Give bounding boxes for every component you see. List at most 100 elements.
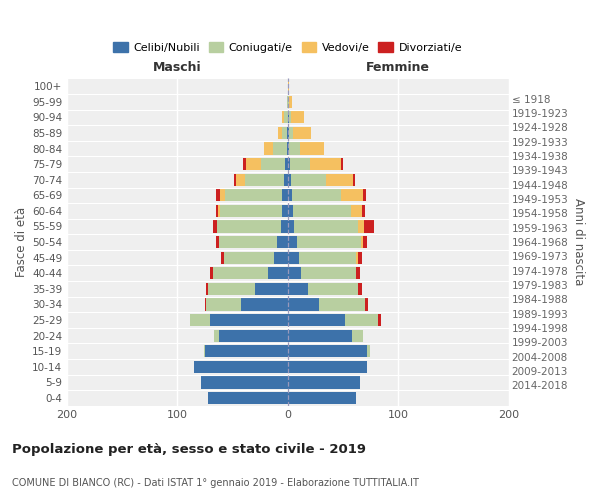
Bar [219,236,277,248]
Bar [194,361,287,373]
Text: Maschi: Maschi [153,60,202,74]
Bar [362,205,365,217]
Bar [212,220,217,232]
Bar [278,127,282,139]
Bar [289,127,293,139]
Bar [205,298,206,310]
Bar [265,142,274,154]
Bar [358,283,362,295]
Bar [310,158,341,170]
Bar [206,298,241,310]
Bar [291,111,304,124]
Bar [356,252,358,264]
Bar [211,267,212,280]
Bar [287,205,293,217]
Bar [363,189,366,202]
Bar [287,361,367,373]
Bar [190,314,211,326]
Bar [216,189,220,202]
Bar [289,96,292,108]
Bar [219,330,287,342]
Bar [287,158,290,170]
Bar [287,189,292,202]
Bar [287,376,359,388]
Legend: Celibi/Nubili, Coniugati/e, Vedovi/e, Divorziati/e: Celibi/Nubili, Coniugati/e, Vedovi/e, Di… [109,38,467,58]
Bar [287,392,356,404]
Bar [220,205,282,217]
Bar [341,158,343,170]
Bar [292,189,341,202]
Bar [358,220,364,232]
Bar [241,298,287,310]
Bar [203,345,205,358]
Bar [287,96,289,108]
Bar [300,142,324,154]
Bar [287,252,299,264]
Bar [365,298,368,310]
Bar [205,345,287,358]
Bar [206,283,208,295]
Bar [245,158,261,170]
Bar [254,283,287,295]
Bar [293,205,351,217]
Bar [217,220,281,232]
Bar [361,236,363,248]
Bar [293,127,311,139]
Bar [212,267,268,280]
Bar [295,220,358,232]
Bar [326,174,353,186]
Bar [287,174,291,186]
Bar [282,205,287,217]
Bar [218,205,220,217]
Bar [356,267,359,280]
Bar [287,80,289,92]
Bar [268,267,287,280]
Bar [287,142,289,154]
Bar [282,127,287,139]
Bar [211,314,287,326]
Bar [233,174,236,186]
Bar [287,220,295,232]
Bar [244,158,245,170]
Bar [296,236,361,248]
Y-axis label: Fasce di età: Fasce di età [15,207,28,277]
Bar [364,220,374,232]
Bar [319,298,365,310]
Bar [236,174,245,186]
Bar [287,314,345,326]
Bar [289,111,291,124]
Bar [363,236,367,248]
Bar [216,236,219,248]
Bar [352,330,363,342]
Bar [274,252,287,264]
Bar [379,314,380,326]
Bar [308,283,358,295]
Bar [284,111,287,124]
Bar [224,252,274,264]
Bar [287,330,352,342]
Bar [299,252,356,264]
Bar [287,298,319,310]
Bar [277,236,287,248]
Bar [216,205,218,217]
Bar [287,127,289,139]
Bar [282,111,284,124]
Bar [287,345,367,358]
Bar [290,158,310,170]
Bar [301,267,356,280]
Bar [202,376,287,388]
Text: Popolazione per età, sesso e stato civile - 2019: Popolazione per età, sesso e stato civil… [12,442,366,456]
Bar [351,205,362,217]
Bar [287,236,296,248]
Bar [289,142,300,154]
Bar [245,174,284,186]
Text: Femmine: Femmine [366,60,430,74]
Bar [286,158,287,170]
Bar [367,345,370,358]
Bar [261,158,286,170]
Bar [282,189,287,202]
Bar [274,142,287,154]
Bar [353,174,355,186]
Bar [214,330,219,342]
Bar [221,252,224,264]
